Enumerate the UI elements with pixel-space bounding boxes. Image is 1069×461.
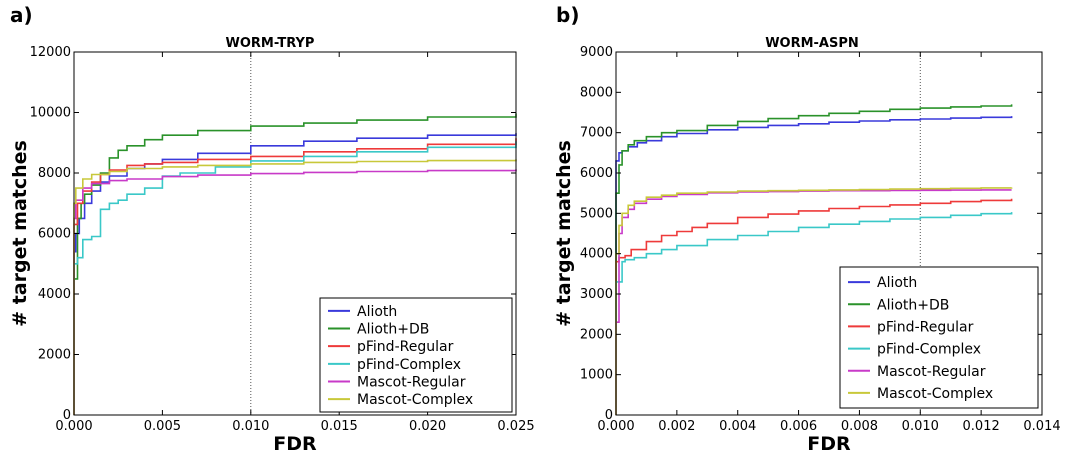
legend: Alioth Alioth+DB pFind-Regular pFind-Comple… [839,266,1039,409]
y-tick-label: 8000 [38,166,71,181]
x-tick-label: 0.014 [1023,419,1060,434]
legend-entry: Alioth [877,275,917,291]
y-tick-label: 1000 [580,368,613,383]
series-line-pfind-regular [615,198,1013,415]
legend-entry: Mascot-Complex [877,386,993,402]
series-line-mascot-complex [615,187,1013,415]
y-tick-label: 3000 [580,287,613,302]
series-line-mascot-regular [73,169,517,415]
x-axis-label: FDR [807,433,851,455]
y-tick-label: 6000 [38,227,71,242]
series-line-pfind-complex [73,141,517,415]
x-axis-label: FDR [273,433,317,455]
x-tick-label: 0.000 [55,419,92,434]
y-tick-label: 4000 [38,287,71,302]
chart-title: WORM-ASPN [765,36,859,51]
legend-entry: pFind-Complex [877,342,981,358]
plot-frame [615,51,1043,416]
y-tick-label: 5000 [580,206,613,221]
x-tick-label: 0.015 [321,419,358,434]
y-tick-label: 7000 [580,126,613,141]
y-tick-label: 9000 [580,45,613,60]
panel-label: a) [10,3,33,27]
series-line-pfind-complex [615,212,1013,415]
legend-frame [319,297,513,413]
y-tick-label: 8000 [580,85,613,100]
y-axis-label: # target matches [9,140,31,327]
x-tick-label: 0.008 [841,419,878,434]
series-line-alioth-db [615,104,1013,415]
x-tick-label: 0.010 [902,419,939,434]
y-tick-label: 4000 [580,247,613,262]
legend-entry: Alioth+DB [877,297,949,313]
x-tick-label: 0.005 [144,419,181,434]
legend-entry: pFind-Complex [357,357,461,373]
y-tick-label: 10000 [30,106,71,121]
y-tick-label: 2000 [580,327,613,342]
x-tick-label: 0.020 [409,419,446,434]
y-tick-label: 6000 [580,166,613,181]
x-tick-label: 0.000 [597,419,634,434]
legend-entry: Mascot-Regular [877,364,986,380]
x-tick-label: 0.004 [719,419,756,434]
legend-frame [839,266,1039,409]
legend-entry: Mascot-Complex [357,392,473,408]
x-tick-label: 0.006 [780,419,817,434]
chart-title: WORM-TRYP [226,36,315,51]
x-tick-label: 0.010 [232,419,269,434]
panel-label: b) [556,3,579,27]
y-tick-label: 0 [605,408,613,423]
x-tick-label: 0.012 [963,419,1000,434]
legend-entry: pFind-Regular [877,319,974,335]
panel-b: b) WORM-ASPN 0.000 0.002 0.004 0.006 0.008 0.01… [553,3,1061,455]
x-tick-label: 0.002 [658,419,695,434]
x-tick-label: 0.025 [497,419,534,434]
legend-entry: Mascot-Regular [357,375,466,391]
legend-entry: Alioth+DB [357,322,429,338]
y-tick-label: 0 [63,408,71,423]
series-line-mascot-complex [73,159,517,415]
y-tick-label: 12000 [30,45,71,60]
y-tick-label: 2000 [38,348,71,363]
panel-a: a) WORM-TRYP 0.000 0.005 0.010 0.015 0.020 0.02… [9,3,535,455]
y-axis-label: # target matches [553,140,575,327]
legend-entry: Alioth [357,304,397,320]
legend-entry: pFind-Regular [357,339,454,355]
